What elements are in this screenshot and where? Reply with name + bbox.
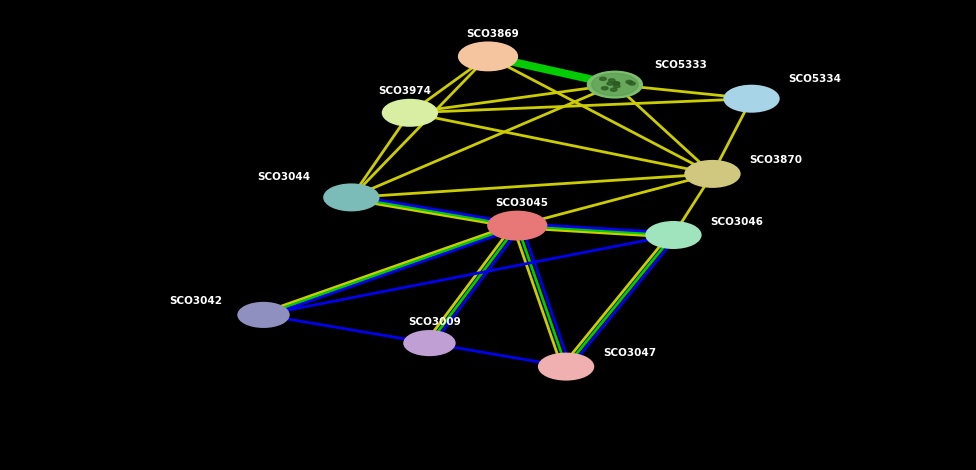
Text: SCO3044: SCO3044 — [258, 172, 310, 182]
Text: SCO3046: SCO3046 — [711, 217, 763, 227]
Circle shape — [488, 212, 547, 240]
Text: SCO3869: SCO3869 — [467, 29, 519, 39]
Circle shape — [685, 161, 740, 187]
Circle shape — [588, 71, 642, 98]
Circle shape — [613, 82, 620, 85]
Circle shape — [607, 82, 614, 85]
Circle shape — [601, 86, 608, 90]
Circle shape — [629, 82, 635, 85]
Circle shape — [459, 42, 517, 70]
Circle shape — [724, 86, 779, 112]
Circle shape — [539, 353, 593, 380]
Text: SCO3009: SCO3009 — [408, 317, 461, 327]
Text: SCO3974: SCO3974 — [379, 86, 431, 96]
Circle shape — [238, 303, 289, 327]
Circle shape — [610, 88, 617, 91]
Circle shape — [646, 222, 701, 248]
Circle shape — [613, 82, 620, 85]
Circle shape — [608, 79, 615, 82]
Text: SCO3047: SCO3047 — [603, 348, 656, 358]
Circle shape — [626, 80, 632, 84]
Text: SCO3045: SCO3045 — [496, 198, 549, 208]
Circle shape — [404, 331, 455, 355]
Circle shape — [324, 184, 379, 211]
Text: SCO3870: SCO3870 — [750, 156, 802, 165]
Circle shape — [383, 100, 437, 126]
Text: SCO5333: SCO5333 — [654, 60, 707, 70]
Circle shape — [599, 77, 606, 80]
Circle shape — [591, 73, 638, 96]
Circle shape — [614, 85, 620, 88]
Text: SCO5334: SCO5334 — [789, 74, 841, 84]
Text: SCO3042: SCO3042 — [170, 297, 223, 306]
